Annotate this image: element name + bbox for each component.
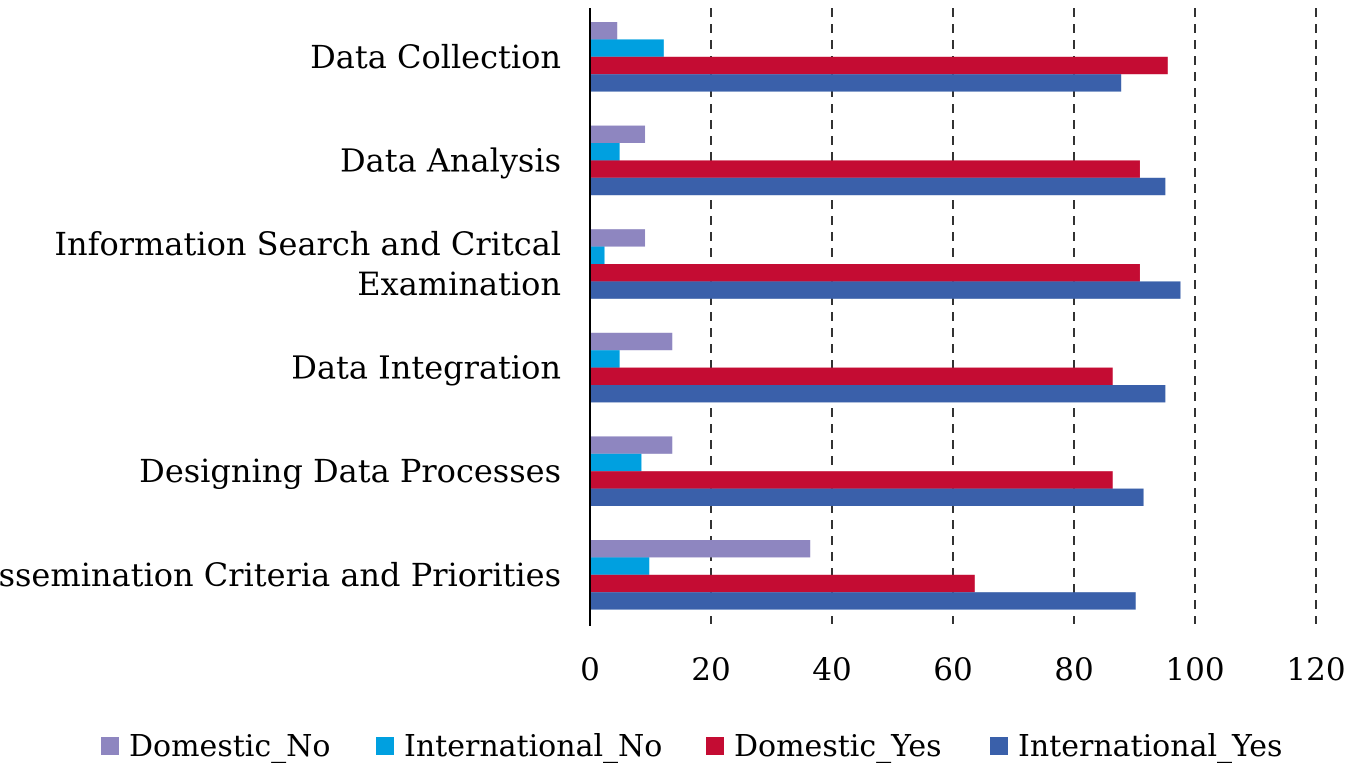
bar-international-no-data-analysis (590, 143, 620, 161)
gridlines (710, 8, 1317, 624)
x-tick-label-0: 0 (580, 652, 600, 688)
bar-international-no-designing-data-processes (590, 453, 642, 472)
x-tick-label-80: 80 (1054, 652, 1093, 688)
bar-international-yes-information-search-and-critcal-examination (590, 281, 1181, 299)
legend-item-domestic-yes: Domestic_Yes (706, 729, 942, 764)
bar-international-yes-data-collection (590, 74, 1122, 92)
legend: Domestic_No International_No Domestic_Yes I… (101, 729, 1282, 764)
legend-label: Domestic_No (129, 729, 330, 764)
bar-domestic-no-data-integration (590, 332, 673, 351)
bars (590, 22, 1181, 610)
bar-domestic-yes-designing-data-processes (590, 471, 1113, 489)
bar-international-no-information-search-and-critcal-examination (590, 246, 605, 264)
bar-domestic-no-data-analysis (590, 125, 646, 143)
category-label: Examination (357, 265, 561, 303)
bar-international-yes-data-integration (590, 385, 1166, 403)
bar-international-yes-dissemination-criteria-and-priorities (590, 592, 1136, 610)
x-tick-label-120: 120 (1286, 652, 1345, 688)
x-tick-labels: 0 20 40 60 80 100 120 (580, 652, 1345, 688)
category-label: Designing Data Processes (139, 452, 561, 490)
category-label: Data Analysis (340, 141, 561, 179)
x-tick-label-40: 40 (812, 652, 851, 688)
legend-item-international-no: International_No (376, 729, 662, 764)
bar-domestic-no-dissemination-criteria-and-priorities (590, 540, 811, 558)
legend-label: International_Yes (1018, 729, 1282, 764)
bar-international-no-dissemination-criteria-and-priorities (590, 557, 650, 575)
bar-international-yes-designing-data-processes (590, 488, 1144, 506)
bar-domestic-yes-data-collection (590, 56, 1168, 75)
x-tick-label-100: 100 (1165, 652, 1224, 688)
bar-international-yes-data-analysis (590, 177, 1166, 196)
legend-label: Domestic_Yes (734, 729, 942, 764)
bar-domestic-no-designing-data-processes (590, 436, 673, 454)
x-tick-label-60: 60 (933, 652, 972, 688)
bar-domestic-yes-information-search-and-critcal-examination (590, 264, 1140, 282)
bar-international-no-data-integration (590, 350, 620, 368)
category-labels: Data Collection Data Analysis Information … (0, 38, 561, 594)
legend-swatch (376, 737, 394, 755)
legend-swatch (990, 737, 1008, 755)
legend-item-international-yes: International_Yes (990, 729, 1282, 764)
category-label: Data Collection (310, 38, 561, 76)
category-label: Data Integration (291, 349, 561, 387)
category-label: Dissemination Criteria and Priorities (0, 556, 561, 594)
x-tick-label-20: 20 (691, 652, 730, 688)
bar-domestic-no-data-collection (590, 22, 618, 40)
legend-swatch (706, 737, 724, 755)
category-label: Information Search and Critcal (54, 225, 561, 263)
bar-domestic-yes-data-integration (590, 367, 1113, 385)
bar-domestic-yes-data-analysis (590, 160, 1140, 178)
bar-international-no-data-collection (590, 39, 664, 57)
legend-label: International_No (404, 729, 662, 764)
legend-swatch (101, 737, 119, 755)
bar-domestic-no-information-search-and-critcal-examination (590, 229, 646, 247)
legend-item-domestic-no: Domestic_No (101, 729, 330, 764)
bar-domestic-yes-dissemination-criteria-and-priorities (590, 574, 975, 593)
